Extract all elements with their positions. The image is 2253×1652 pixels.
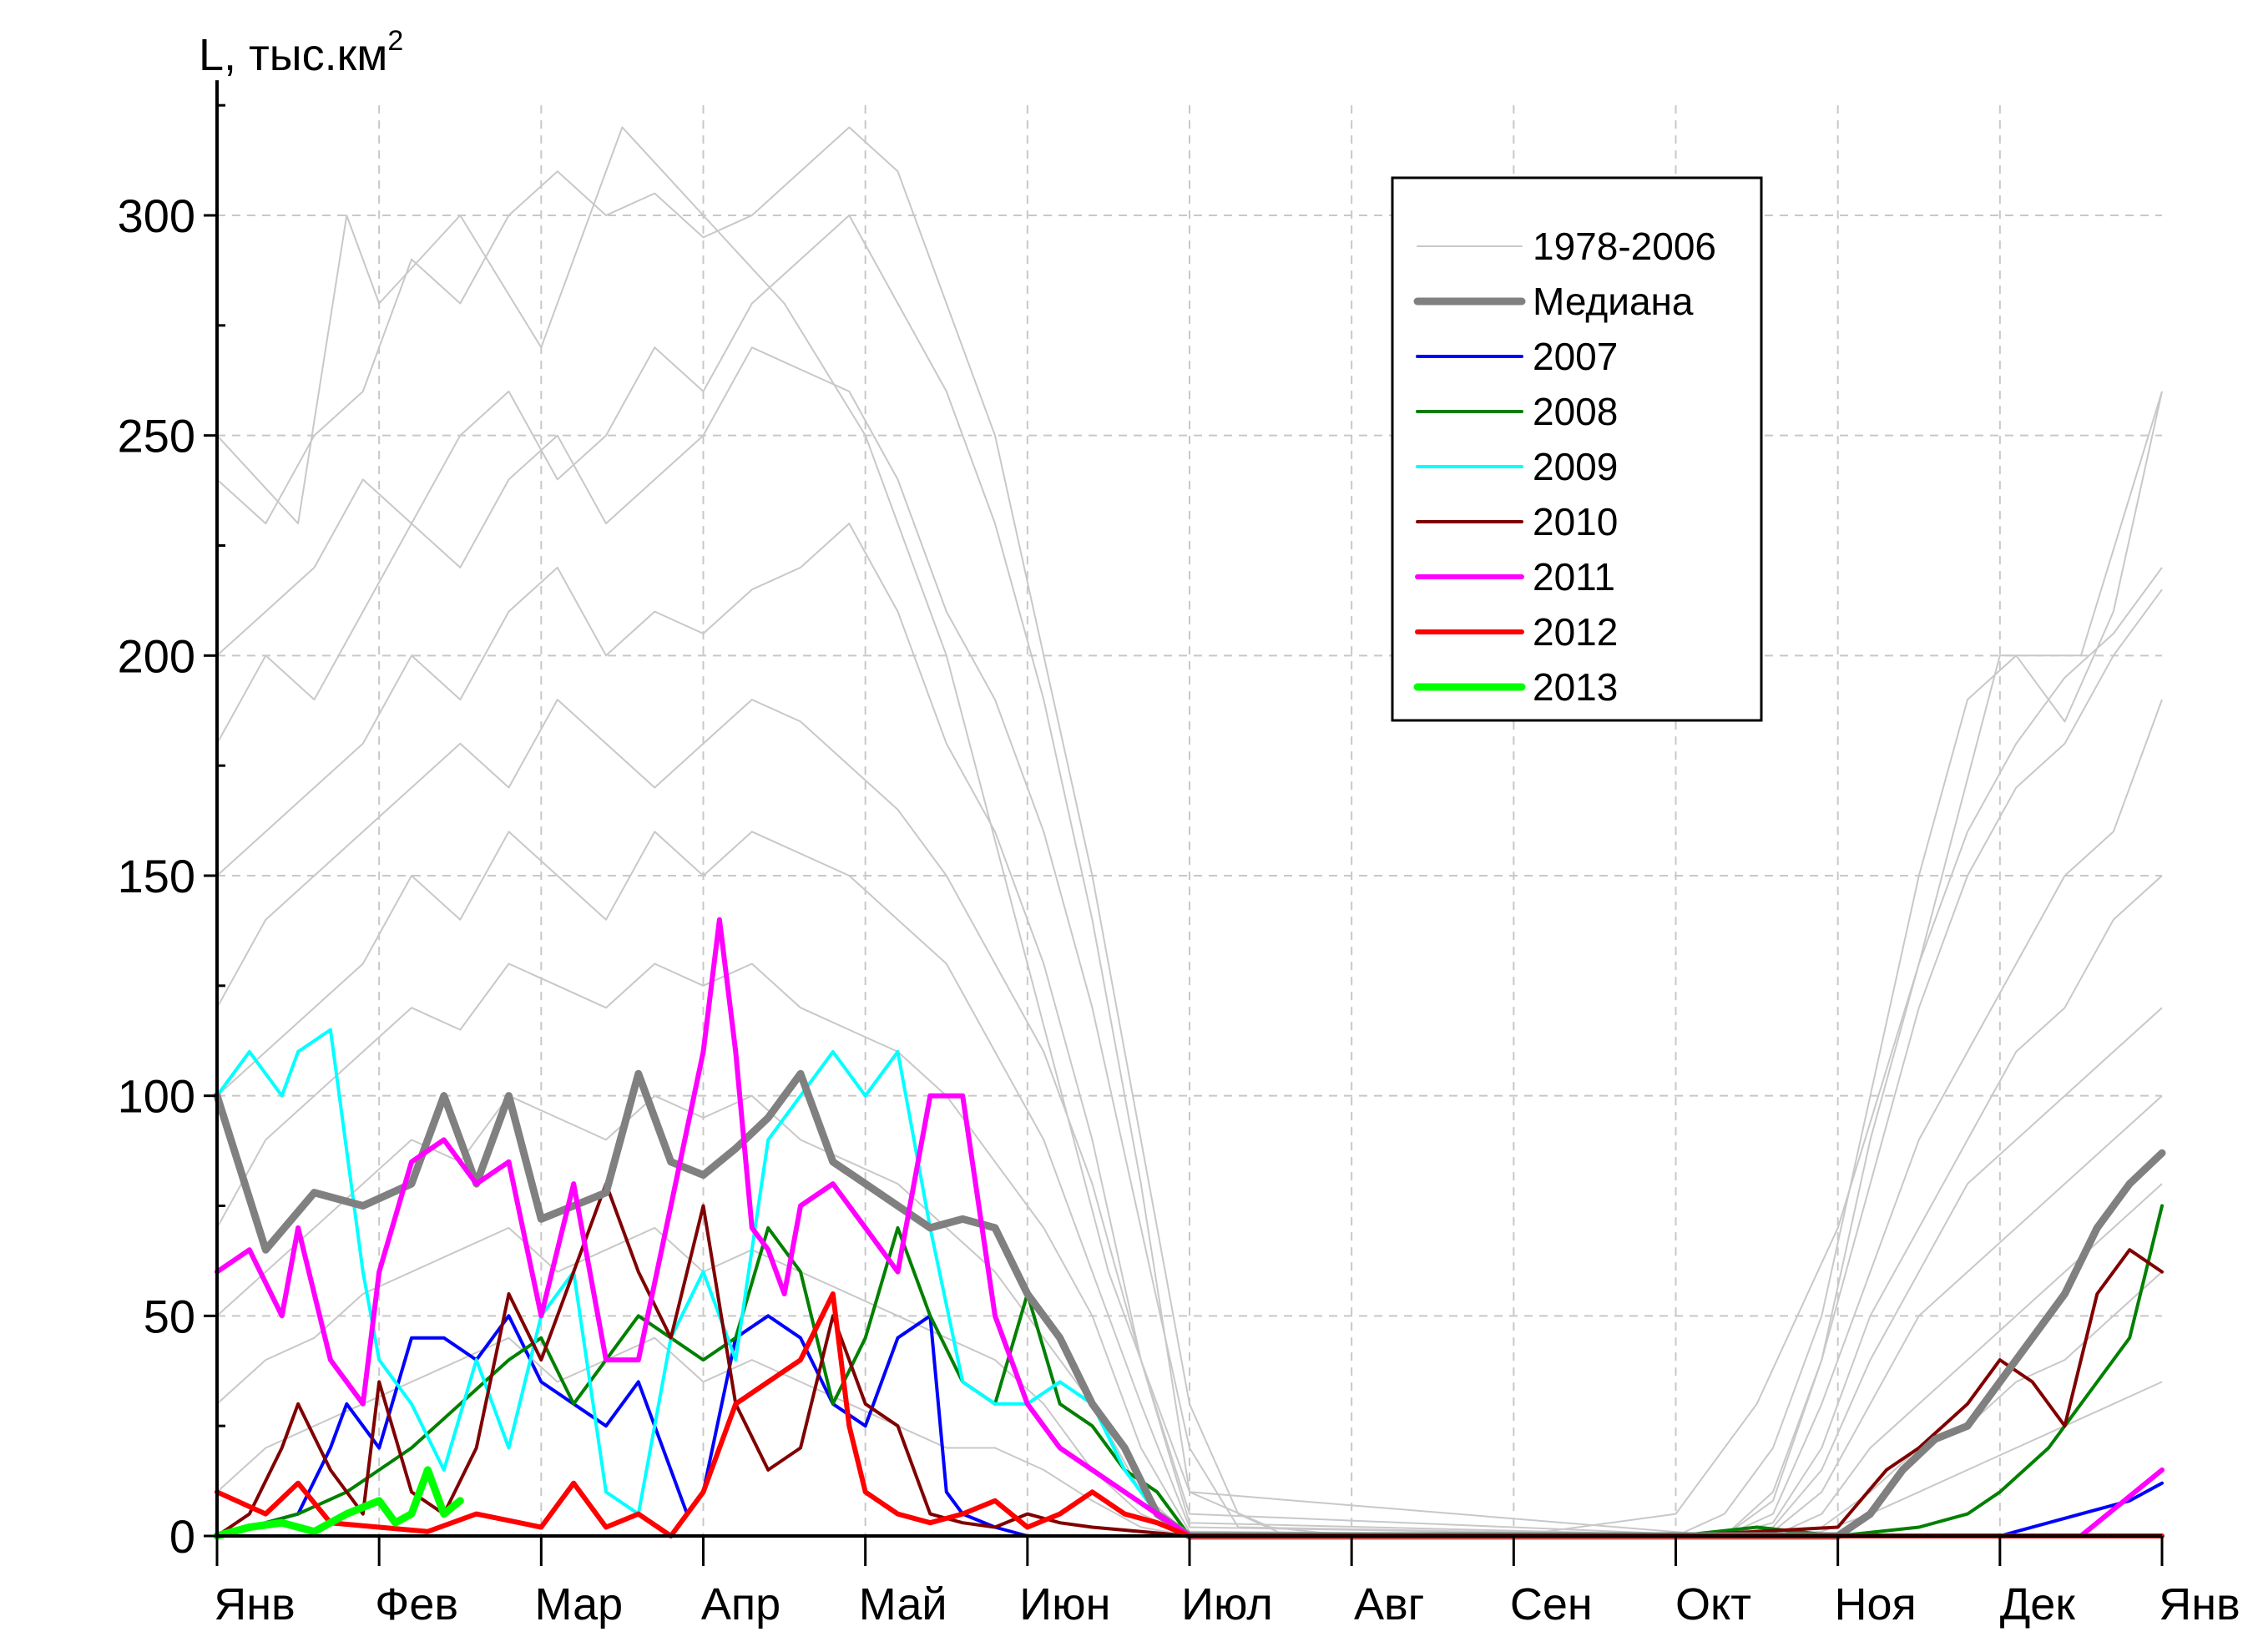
x-tick-label: Янв <box>214 1579 296 1629</box>
y-tick-label: 50 <box>144 1290 195 1342</box>
x-tick-label: Июл <box>1181 1579 1273 1629</box>
series-line-y2011 <box>215 917 2165 1538</box>
y-axis-label-text: L, тыс.км <box>199 30 387 80</box>
legend-label: 2008 <box>1533 390 1618 433</box>
axes <box>204 80 2164 1566</box>
legend-label: 2012 <box>1533 610 1618 654</box>
x-tick-label: Май <box>859 1579 947 1629</box>
x-tick-label: Янв <box>2159 1579 2240 1629</box>
series-line-median <box>213 1069 2166 1540</box>
series-lines <box>213 917 2166 1540</box>
history-lines <box>216 126 2163 1537</box>
legend-label: 2007 <box>1533 335 1618 378</box>
series-line-y2013 <box>213 1466 464 1540</box>
x-tick-label: Фев <box>375 1579 458 1629</box>
x-tick-labels: Янв Фев Мар Апр Май Июн Июл Авг Сен Окт Ноя Дек Янв <box>214 1579 2240 1629</box>
y-tick-label: 200 <box>118 629 195 682</box>
legend-label: 2011 <box>1533 555 1615 599</box>
series-line-y2010 <box>215 1182 2164 1538</box>
legend-label: 2010 <box>1533 500 1618 543</box>
x-tick-label: Июн <box>1019 1579 1110 1629</box>
x-tick-label: Ноя <box>1835 1579 1917 1629</box>
y-tick-label: 100 <box>118 1070 195 1123</box>
history-line <box>216 1336 2163 1537</box>
grid <box>217 105 2162 1536</box>
y-tick-label: 300 <box>118 189 195 242</box>
legend: 1978-2006 Медиана 2007 2008 2009 2010 2011 2012… <box>1391 176 1763 722</box>
legend-label: Медиана <box>1533 280 1694 323</box>
legend-label: 2013 <box>1533 665 1618 709</box>
y-tick-labels: 0 50 100 150 200 250 300 <box>118 189 195 1563</box>
x-tick-label: Дек <box>2000 1579 2076 1629</box>
legend-label: 2009 <box>1533 445 1618 488</box>
history-line <box>216 523 2163 1537</box>
history-line <box>216 346 2163 1537</box>
y-axis-label-superscript: 2 <box>387 25 403 57</box>
history-line <box>216 126 2163 1537</box>
x-tick-label: Апр <box>701 1579 780 1629</box>
series-line-y2008 <box>215 1204 2164 1538</box>
history-line-envelope <box>216 126 2163 1537</box>
legend-label: 1978-2006 <box>1533 225 1716 268</box>
x-tick-label: Сен <box>1510 1579 1593 1629</box>
history-line <box>216 831 2163 1537</box>
history-line <box>216 699 2163 1537</box>
y-axis-label: L, тыс.км2 <box>199 25 403 80</box>
x-tick-label: Авг <box>1354 1579 1424 1629</box>
y-tick-label: 250 <box>118 410 195 462</box>
series-line-y2009 <box>215 1028 1191 1538</box>
y-tick-label: 0 <box>169 1510 195 1563</box>
y-tick-label: 150 <box>118 850 195 902</box>
x-tick-label: Мар <box>535 1579 624 1629</box>
x-tick-label: Окт <box>1675 1579 1751 1629</box>
series-line-y2012 <box>215 1291 2165 1538</box>
